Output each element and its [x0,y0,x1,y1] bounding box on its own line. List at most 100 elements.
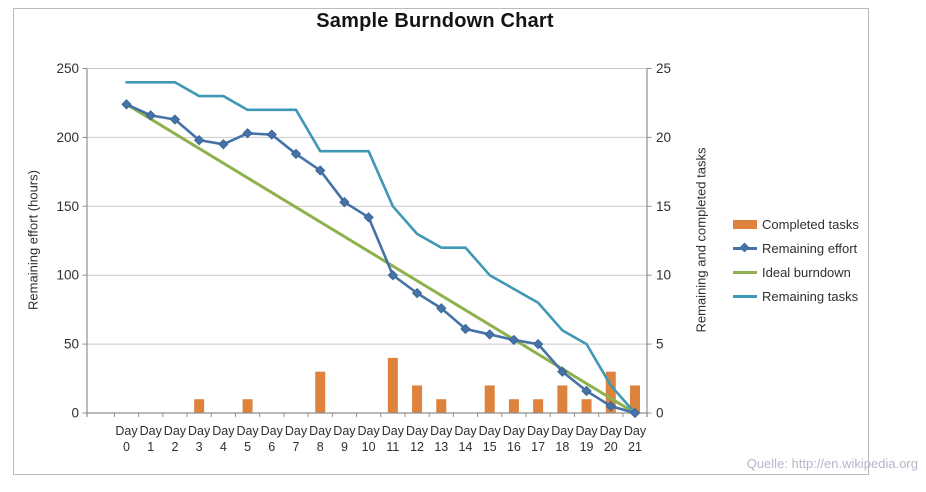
remaining-effort-marker [557,366,568,377]
x-axis-day-label: Day [406,424,429,438]
completed-tasks-bar [533,399,544,413]
x-axis-day-label: Day [382,424,405,438]
x-axis-day-label: Day [527,424,550,438]
x-axis-day-label: Day [140,424,163,438]
remaining-effort-marker [532,338,544,350]
completed-tasks-bar [557,385,568,413]
remaining-tasks-line [125,80,637,415]
remaining-effort-marker [436,303,447,314]
right-axis-tick-label: 25 [656,61,671,76]
remaining-effort-marker [169,114,181,125]
x-axis-day-label: Day [236,424,259,438]
x-axis-day-label: Day [479,424,502,438]
remaining-effort-marker [605,400,616,412]
completed-tasks-bar [581,399,592,413]
completed-tasks-bar [194,399,205,413]
x-axis-day-label: 17 [531,440,545,454]
x-axis-day-label: Day [551,424,574,438]
x-axis-day-label: Day [333,424,356,438]
completed-tasks-bar [436,399,447,413]
completed-tasks-bar [508,399,519,413]
right-axis-title: Remaining and completed tasks [693,147,709,333]
ideal-burndown-swatch-icon [733,270,757,274]
x-axis-day-label: 11 [386,440,399,454]
x-axis-day-label: Day [624,424,647,438]
completed-tasks-bar [629,385,640,413]
x-axis-day-label: Day [212,424,235,438]
remaining-effort-marker [193,134,205,146]
remaining-effort-line [125,103,637,415]
left-axis-tick-label: 250 [56,61,79,76]
legend-label: Ideal burndown [762,264,851,280]
remaining-effort-marker [218,139,229,150]
x-axis-day-label: 7 [293,440,300,454]
remaining-effort-marker [145,110,156,121]
x-axis-day-label: Day [575,424,598,438]
x-axis-day-label: 21 [628,440,642,454]
legend-label: Completed tasks [762,216,859,232]
completed-tasks-bar [484,385,495,413]
left-axis-tick-label: 100 [56,268,79,283]
legend-label: Remaining effort [762,240,858,256]
completed-tasks-swatch-icon [733,219,757,229]
remaining-effort-marker [411,287,423,299]
x-axis-day-label: 10 [362,440,376,454]
x-axis-day-label: 2 [171,440,178,454]
x-axis-day-label: Day [188,424,211,438]
completed-tasks-bar [387,357,398,413]
x-axis-day-label: 9 [341,440,348,454]
completed-tasks-bar [412,385,423,413]
x-axis-day-label: 3 [196,440,203,454]
x-axis-day-label: 15 [483,440,497,454]
remaining-tasks-swatch-icon [733,294,757,298]
x-axis-day-label: Day [454,424,477,438]
legend-item-remaining-effort: Remaining effort [733,236,859,260]
x-axis-day-label: Day [358,424,381,438]
remaining-effort-marker [508,334,520,346]
x-axis-day-label: 4 [220,440,227,454]
right-axis-tick-label: 5 [656,337,664,352]
x-axis-day-label: 20 [604,440,618,454]
x-axis-day-label: 14 [459,440,473,454]
left-axis-tick-label: 150 [56,199,79,214]
source-note: Quelle: http://en.wikipedia.org [746,456,918,471]
x-axis-day-label: Day [503,424,526,438]
right-axis-tick-label: 20 [656,130,671,145]
left-axis-title: Remaining effort (hours) [25,170,41,310]
legend-label: Remaining tasks [762,288,859,304]
x-axis-day-label: 1 [147,440,154,454]
remaining-effort-marker [387,270,399,281]
diamond-marker-icon [739,242,750,253]
x-axis-day-label: Day [164,424,187,438]
remaining-effort-marker [629,407,641,419]
x-axis-day-label: 8 [317,440,324,454]
right-axis-tick-label: 15 [656,199,671,214]
remaining-effort-marker [121,99,132,110]
x-axis-day-label: 0 [123,440,130,454]
remaining-effort-marker [266,129,277,140]
left-axis-tick-label: 200 [56,130,79,145]
remaining-effort-marker [484,329,495,340]
x-axis-day-label: Day [115,424,138,438]
chart-title: Sample Burndown Chart [316,10,554,32]
left-axis-tick-label: 0 [71,406,79,421]
legend-item-ideal-burndown: Ideal burndown [733,260,859,284]
chart-frame [13,8,869,475]
right-axis-tick-label: 0 [656,406,664,421]
legend-item-remaining-tasks: Remaining tasks [733,284,859,308]
x-axis-day-label: 5 [244,440,251,454]
x-axis-day-label: 6 [268,440,275,454]
completed-tasks-bar [242,399,253,413]
ideal-burndown-line [125,102,637,415]
x-axis-day-label: Day [285,424,308,438]
x-axis-day-label: Day [430,424,453,438]
remaining-effort-swatch-icon [733,242,757,253]
remaining-effort-marker [242,128,253,139]
remaining-effort-marker [460,323,471,335]
x-axis-day-label: 19 [580,440,594,454]
legend: Completed tasks Remaining effort Ideal b… [733,212,859,308]
remaining-effort-marker [339,197,350,208]
right-axis-tick-label: 10 [656,268,671,283]
remaining-effort-marker [315,165,326,176]
